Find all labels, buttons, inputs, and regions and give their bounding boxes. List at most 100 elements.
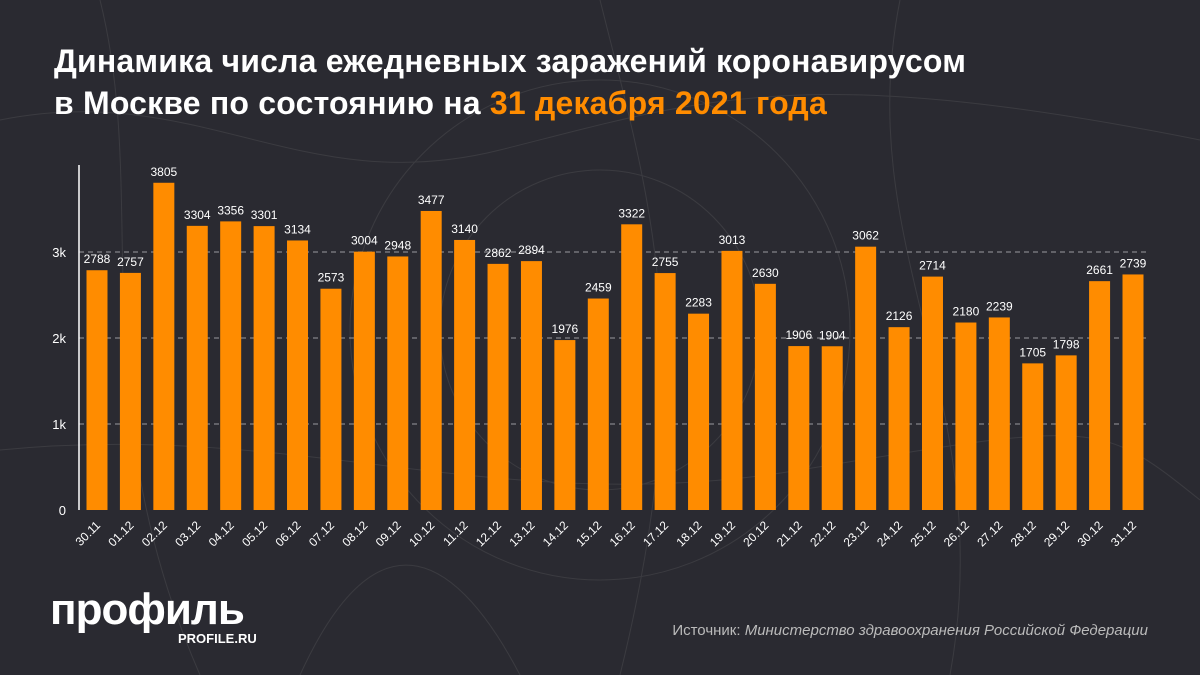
data-label: 2755 bbox=[652, 255, 679, 269]
data-label: 2757 bbox=[117, 255, 144, 269]
y-tick-label: 1k bbox=[52, 417, 66, 432]
bar-20.12 bbox=[754, 283, 776, 510]
x-tick-label: 02.12 bbox=[139, 518, 170, 549]
x-tick-label: 14.12 bbox=[540, 518, 571, 549]
x-tick-label: 03.12 bbox=[172, 518, 203, 549]
data-label: 1798 bbox=[1053, 337, 1080, 351]
title-line-1: Динамика числа ежедневных заражений коро… bbox=[54, 43, 967, 79]
bar-18.12 bbox=[688, 313, 710, 510]
bar-17.12 bbox=[654, 273, 676, 510]
data-label: 3477 bbox=[418, 193, 445, 207]
bar-21.12 bbox=[788, 346, 810, 510]
data-label: 2630 bbox=[752, 266, 779, 280]
x-tick-label: 06.12 bbox=[273, 518, 304, 549]
x-tick-label: 23.12 bbox=[841, 518, 872, 549]
bar-05.12 bbox=[253, 226, 275, 510]
bar-30.12 bbox=[1089, 281, 1111, 510]
title-prefix: в Москве по состоянию на bbox=[54, 85, 490, 121]
bar-23.12 bbox=[855, 246, 877, 510]
bar-28.12 bbox=[1022, 363, 1044, 510]
x-tick-label: 09.12 bbox=[373, 518, 404, 549]
data-label: 2573 bbox=[318, 271, 345, 285]
data-label: 2180 bbox=[953, 305, 980, 319]
bar-30.11 bbox=[86, 270, 108, 510]
x-tick-label: 29.12 bbox=[1041, 518, 1072, 549]
data-label: 2283 bbox=[685, 296, 712, 310]
profile-logo-url: PROFILE.RU bbox=[178, 631, 257, 646]
data-label: 2239 bbox=[986, 299, 1013, 313]
x-tick-label: 17.12 bbox=[640, 518, 671, 549]
chart-title: Динамика числа ежедневных заражений коро… bbox=[54, 40, 966, 124]
x-tick-label: 26.12 bbox=[941, 518, 972, 549]
bar-24.12 bbox=[888, 327, 910, 510]
data-label: 2862 bbox=[485, 246, 512, 260]
x-tick-label: 12.12 bbox=[473, 518, 504, 549]
data-label: 2894 bbox=[518, 243, 545, 257]
data-label: 1705 bbox=[1019, 345, 1046, 359]
x-tick-label: 15.12 bbox=[573, 518, 604, 549]
data-label: 2948 bbox=[384, 238, 411, 252]
x-tick-label: 01.12 bbox=[105, 518, 136, 549]
data-label: 3304 bbox=[184, 208, 211, 222]
x-tick-label: 13.12 bbox=[506, 518, 537, 549]
data-label: 1976 bbox=[552, 322, 579, 336]
bar-08.12 bbox=[353, 251, 375, 510]
y-tick-label: 3k bbox=[52, 245, 66, 260]
source-value: Министерство здравоохранения Российской … bbox=[744, 622, 1148, 639]
bar-02.12 bbox=[153, 182, 175, 510]
data-label: 3134 bbox=[284, 222, 311, 236]
bar-13.12 bbox=[520, 261, 542, 510]
source-note: Источник: Министерство здравоохранения Р… bbox=[672, 622, 1148, 639]
data-label: 3805 bbox=[150, 165, 177, 179]
bar-19.12 bbox=[721, 250, 743, 510]
data-label: 2714 bbox=[919, 259, 946, 273]
bar-29.12 bbox=[1055, 355, 1077, 510]
x-tick-label: 24.12 bbox=[874, 518, 905, 549]
data-label: 3301 bbox=[251, 208, 278, 222]
bar-09.12 bbox=[387, 256, 409, 510]
bar-16.12 bbox=[621, 224, 643, 511]
bar-27.12 bbox=[988, 317, 1010, 510]
data-label: 1904 bbox=[819, 328, 846, 342]
x-tick-label: 07.12 bbox=[306, 518, 337, 549]
data-label: 2126 bbox=[886, 309, 913, 323]
x-tick-label: 08.12 bbox=[339, 518, 370, 549]
data-label: 3322 bbox=[618, 206, 645, 220]
bar-03.12 bbox=[186, 225, 208, 510]
data-label: 3013 bbox=[719, 233, 746, 247]
x-tick-label: 30.11 bbox=[73, 518, 104, 549]
profile-logo: профиль bbox=[50, 585, 245, 634]
title-line-2: в Москве по состоянию на 31 декабря 2021… bbox=[54, 82, 966, 124]
x-tick-label: 10.12 bbox=[406, 518, 437, 549]
x-tick-label: 19.12 bbox=[707, 518, 738, 549]
bar-12.12 bbox=[487, 263, 509, 510]
data-label: 3140 bbox=[451, 222, 478, 236]
bar-14.12 bbox=[554, 340, 576, 510]
data-label: 2739 bbox=[1120, 256, 1147, 270]
x-tick-label: 20.12 bbox=[740, 518, 771, 549]
bar-15.12 bbox=[587, 298, 609, 510]
bar-06.12 bbox=[287, 240, 309, 510]
bar-25.12 bbox=[921, 276, 943, 510]
x-tick-label: 22.12 bbox=[807, 518, 838, 549]
bar-01.12 bbox=[119, 272, 141, 510]
x-tick-label: 30.12 bbox=[1075, 518, 1106, 549]
data-label: 3356 bbox=[217, 203, 244, 217]
bar-10.12 bbox=[420, 210, 442, 510]
bar-31.12 bbox=[1122, 274, 1144, 510]
bar-07.12 bbox=[320, 288, 342, 510]
x-tick-label: 31.12 bbox=[1108, 518, 1139, 549]
bar-26.12 bbox=[955, 322, 977, 510]
data-label: 1906 bbox=[785, 328, 812, 342]
data-label: 3004 bbox=[351, 234, 378, 248]
source-label: Источник: bbox=[672, 622, 745, 639]
x-tick-label: 25.12 bbox=[907, 518, 938, 549]
data-label: 3062 bbox=[852, 229, 879, 243]
data-label: 2788 bbox=[84, 252, 111, 266]
y-tick-label: 2k bbox=[52, 331, 66, 346]
x-tick-label: 16.12 bbox=[607, 518, 638, 549]
bar-22.12 bbox=[821, 346, 843, 510]
bar-11.12 bbox=[454, 239, 476, 510]
x-tick-label: 18.12 bbox=[674, 518, 705, 549]
